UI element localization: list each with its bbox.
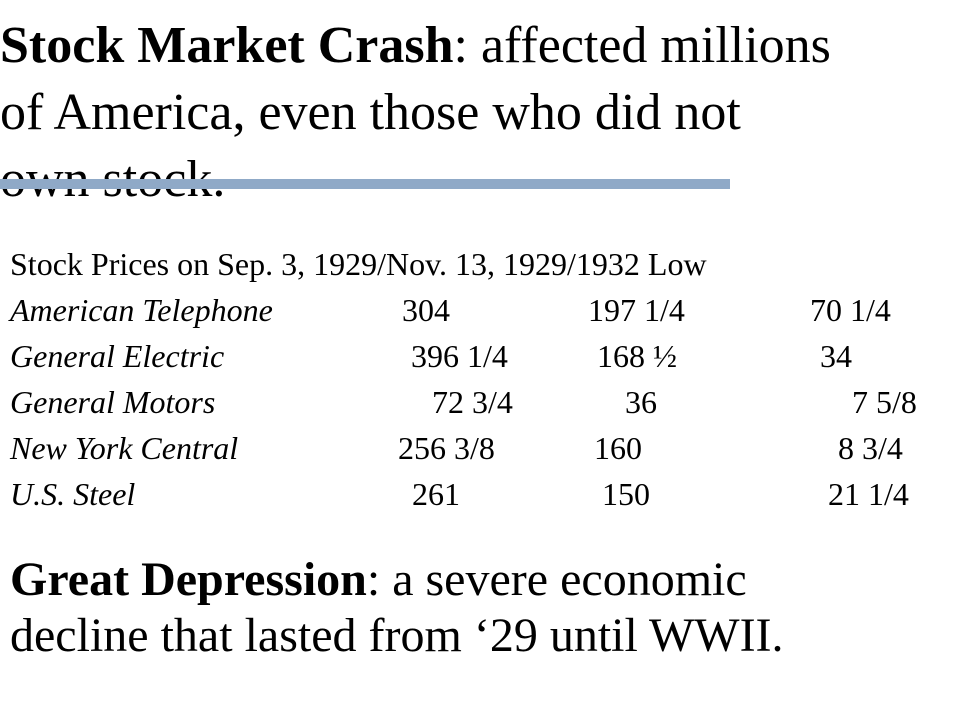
price-nov-1929: 168 ½ xyxy=(597,338,677,374)
price-nov-1929: 36 xyxy=(625,384,657,420)
company-name: General Motors xyxy=(10,384,216,420)
definition-line-2: decline that lasted from ‘29 until WWII. xyxy=(10,609,784,662)
title-rest: : affected millions xyxy=(453,17,831,74)
slide-title: Stock Market Crash: affected millions of… xyxy=(0,12,960,213)
price-sep-1929: 304 xyxy=(402,292,450,328)
table-header: Stock Prices on Sep. 3, 1929/Nov. 13, 19… xyxy=(10,246,707,282)
price-sep-1929: 256 3/8 xyxy=(398,430,495,466)
price-1932-low: 21 1/4 xyxy=(828,476,909,512)
price-1932-low: 34 xyxy=(820,338,852,374)
title-divider xyxy=(0,179,730,189)
company-name: New York Central xyxy=(10,430,239,466)
title-line-2: of America, even those who did not xyxy=(0,84,741,141)
title-line-1: Stock Market Crash: affected millions xyxy=(0,12,960,79)
company-name: General Electric xyxy=(10,338,225,374)
company-name: American Telephone xyxy=(10,292,273,328)
price-nov-1929: 150 xyxy=(602,476,650,512)
definition-term: Great Depression xyxy=(10,553,367,606)
title-term: Stock Market Crash xyxy=(0,17,454,74)
definition-line-1: Great Depression: a severe economic xyxy=(10,552,960,608)
price-sep-1929: 72 3/4 xyxy=(432,384,513,420)
company-name: U.S. Steel xyxy=(10,476,136,512)
table-row: New York Central 256 3/8 160 8 3/4 xyxy=(10,427,903,473)
price-sep-1929: 396 1/4 xyxy=(411,338,508,374)
price-nov-1929: 197 1/4 xyxy=(588,292,685,328)
price-1932-low: 8 3/4 xyxy=(838,430,903,466)
table-row: U.S. Steel 261 150 21 1/4 xyxy=(10,473,909,519)
table-row: American Telephone 304 197 1/4 70 1/4 xyxy=(10,289,891,335)
price-1932-low: 7 5/8 xyxy=(852,384,917,420)
definition-text: Great Depression: a severe economic decl… xyxy=(10,552,960,664)
definition-rest: : a severe economic xyxy=(366,553,747,606)
table-row: General Electric 396 1/4 168 ½ 34 xyxy=(10,335,852,381)
price-sep-1929: 261 xyxy=(412,476,460,512)
price-nov-1929: 160 xyxy=(594,430,642,466)
table-row: General Motors 72 3/4 36 7 5/8 xyxy=(10,381,917,427)
stock-price-table: Stock Prices on Sep. 3, 1929/Nov. 13, 19… xyxy=(10,243,917,519)
price-1932-low: 70 1/4 xyxy=(810,292,891,328)
